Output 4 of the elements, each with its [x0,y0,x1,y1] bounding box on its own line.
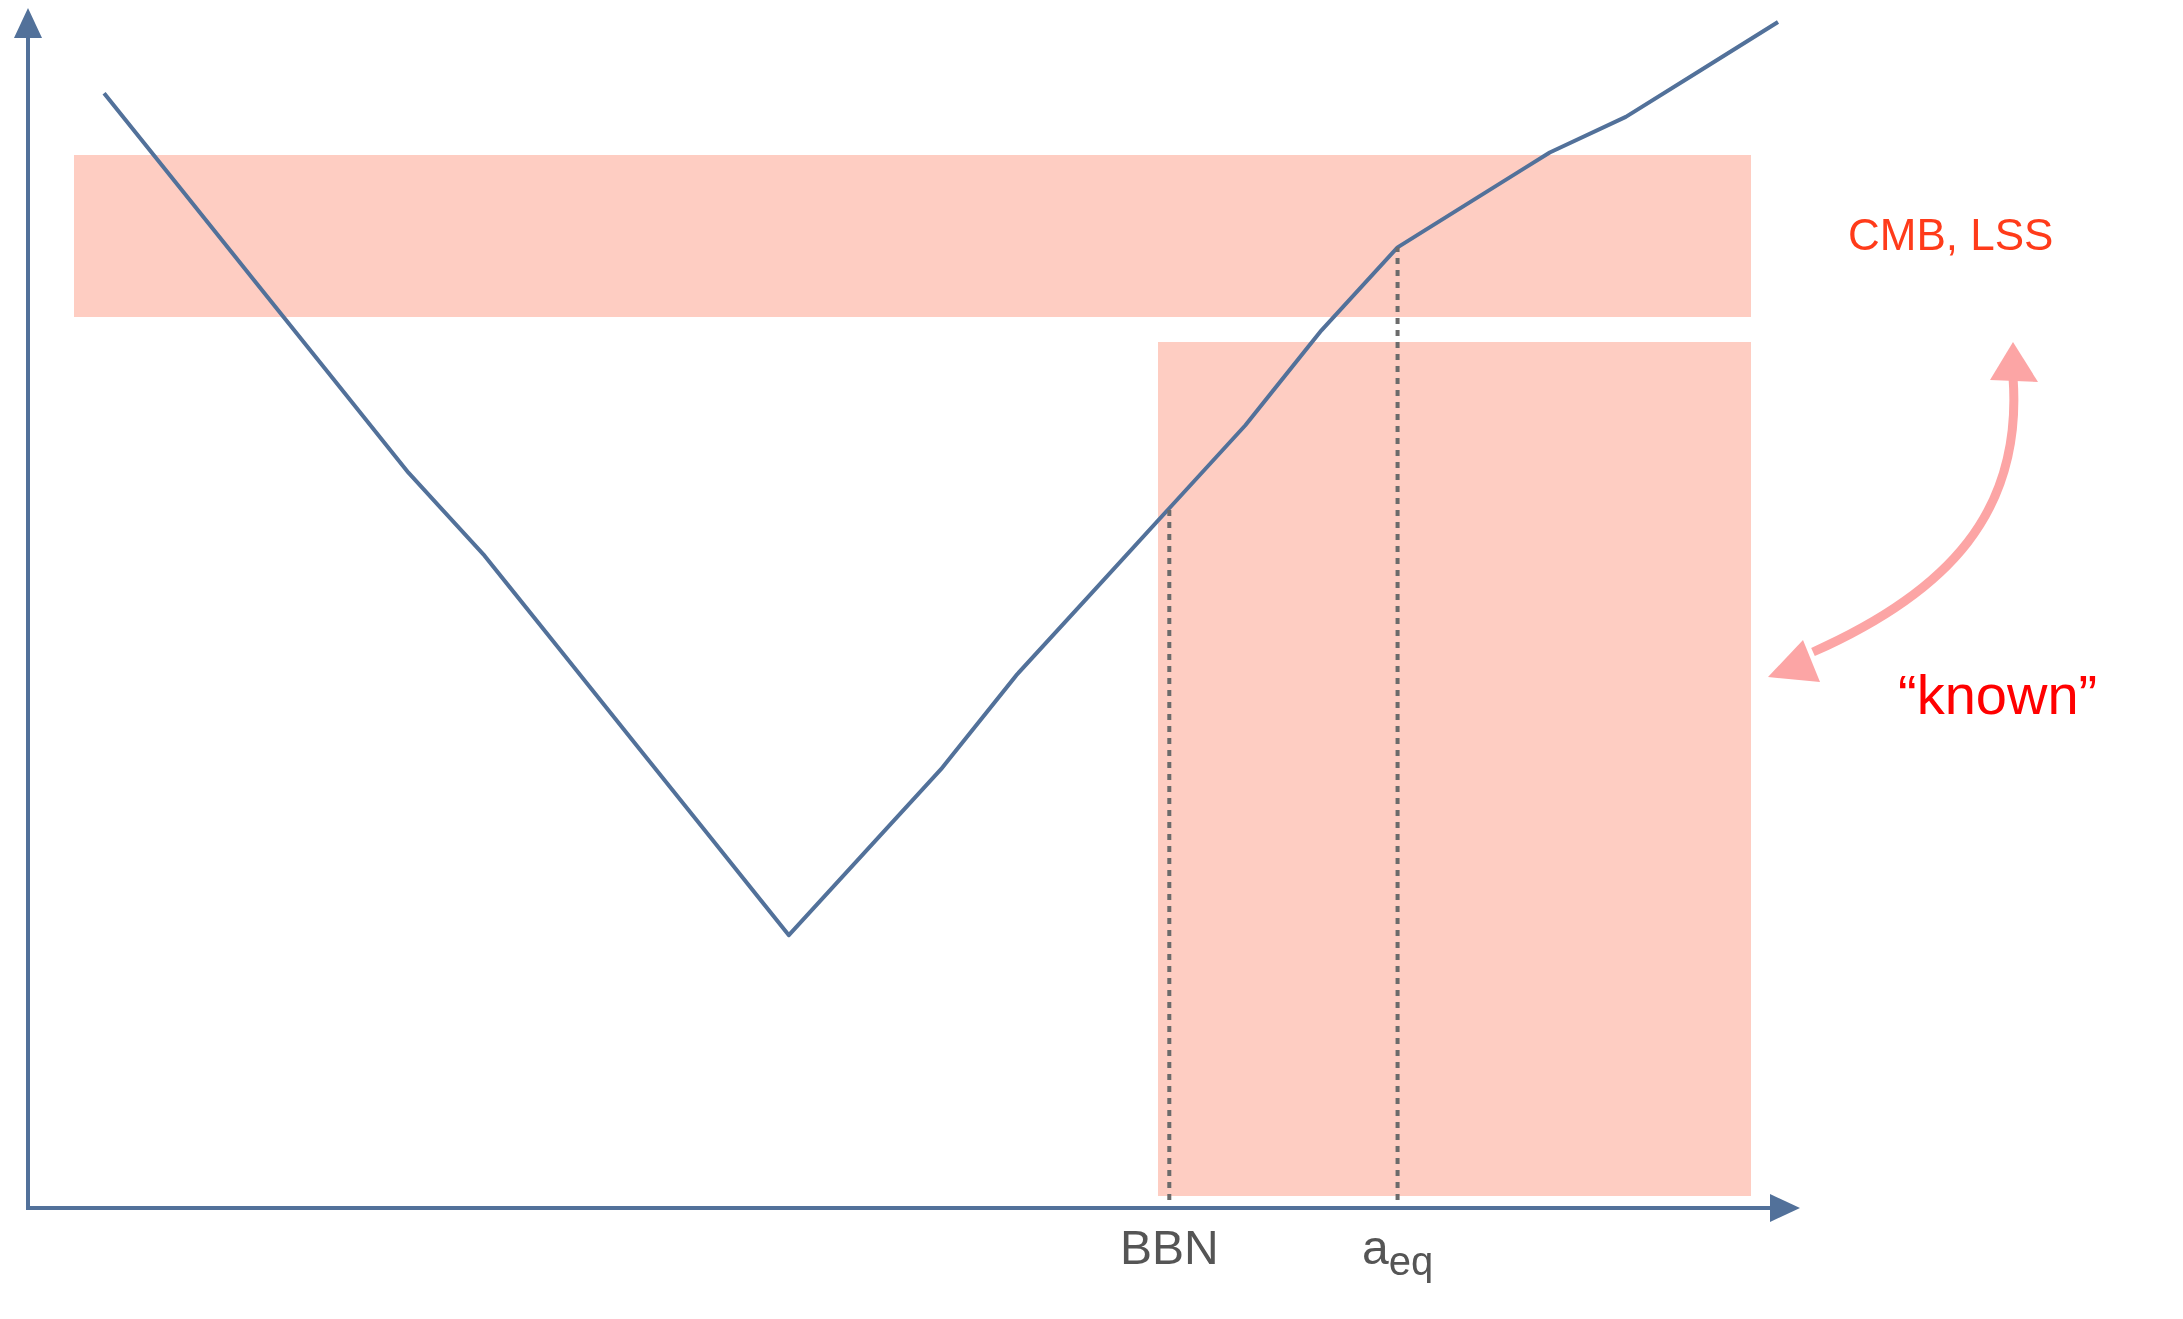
text: CMB, LSS [1848,210,2054,261]
x-tick-label: BBN [1119,1220,1219,1275]
text: “known” [1898,662,2098,728]
x-tick-label: a$_{eq}$ [1361,1220,1434,1284]
